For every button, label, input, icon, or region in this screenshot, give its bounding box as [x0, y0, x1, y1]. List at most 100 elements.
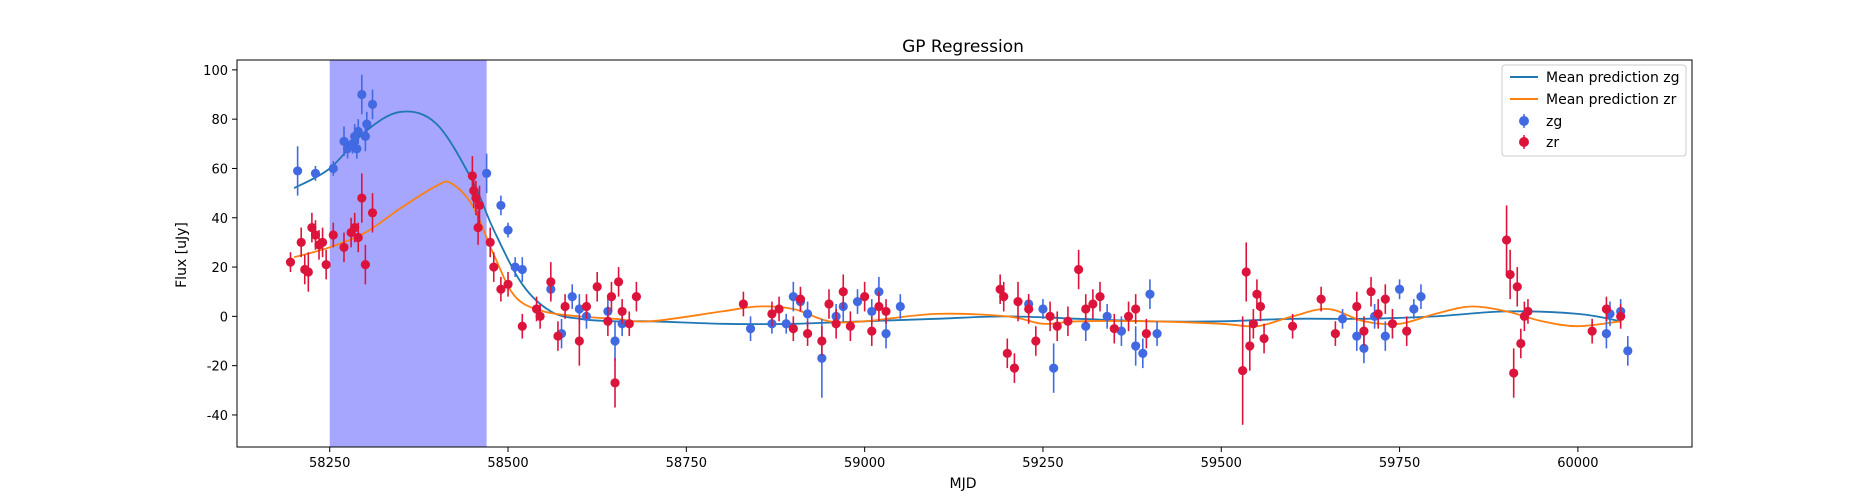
marker-zr [1501, 235, 1512, 245]
data-point-zg [1138, 338, 1148, 369]
marker-zg [1359, 343, 1369, 354]
data-point-zr [1074, 249, 1084, 290]
marker-zr [1252, 289, 1262, 299]
marker-zr [867, 326, 877, 336]
marker-zr [321, 259, 331, 270]
marker-zg [1138, 348, 1148, 358]
data-points-layer [285, 74, 1633, 425]
data-point-zr [1505, 249, 1515, 300]
marker-zg [1038, 304, 1048, 314]
data-point-zr [1002, 338, 1012, 369]
data-point-zr [831, 308, 841, 339]
marker-zr [1380, 294, 1390, 304]
data-point-zr [471, 180, 481, 216]
data-point-zr [474, 185, 485, 226]
y-tick-label: 100 [203, 64, 228, 79]
data-point-zg [1394, 279, 1405, 300]
marker-zr [738, 299, 748, 309]
data-point-zr [845, 311, 855, 342]
marker-zg [1081, 321, 1091, 331]
data-point-zr [339, 232, 349, 263]
data-point-zr [357, 173, 367, 223]
x-tick-label: 60000 [1557, 456, 1598, 471]
y-tick-label: 40 [211, 212, 228, 227]
data-point-zr [503, 271, 513, 297]
data-point-zg [496, 195, 506, 216]
data-point-zg [1131, 326, 1141, 366]
data-point-zr [1509, 348, 1519, 398]
data-point-zr [606, 281, 617, 312]
marker-zg [1116, 326, 1127, 336]
data-point-zr [1616, 304, 1626, 329]
data-point-zr [303, 252, 313, 292]
data-point-zr [613, 267, 624, 297]
data-point-zr [603, 306, 613, 337]
data-point-zr [1081, 294, 1091, 324]
marker-zr [603, 316, 613, 326]
data-point-zr [1013, 281, 1023, 322]
marker-zr [1141, 329, 1151, 339]
marker-zr [1352, 301, 1362, 312]
data-point-zr [592, 271, 602, 302]
marker-zg [867, 306, 877, 317]
data-point-zr [1402, 316, 1412, 346]
data-point-zr [999, 281, 1009, 312]
marker-zr [802, 329, 813, 339]
marker-zr [831, 319, 841, 329]
data-point-zg [367, 89, 378, 120]
marker-zr [310, 230, 321, 240]
marker-zr [1095, 292, 1105, 302]
data-point-zr [1330, 321, 1340, 346]
marker-zr [795, 294, 806, 304]
marker-zr [1587, 326, 1597, 336]
marker-zg [1049, 363, 1059, 373]
legend-label-mean-zr: Mean prediction zr [1546, 92, 1677, 108]
data-point-zr [485, 227, 495, 258]
data-point-zr [1255, 291, 1266, 322]
marker-zr [489, 262, 499, 272]
data-point-zr [1516, 328, 1526, 359]
data-point-zr [473, 210, 483, 245]
marker-zr [1245, 341, 1255, 351]
marker-zg [817, 353, 827, 363]
marker-zg [310, 168, 321, 178]
axis-ticks-layer: 58250 58500 58750 59000 59250 59500 59750 60000… [203, 64, 1598, 471]
marker-zr [307, 223, 317, 233]
data-point-zr [1259, 323, 1269, 354]
data-point-zr [817, 326, 827, 356]
marker-zg [328, 163, 338, 174]
data-point-zr [360, 244, 370, 285]
marker-zr [1373, 309, 1383, 319]
marker-zr [1109, 324, 1119, 334]
marker-zr [471, 193, 481, 203]
data-point-zr [1248, 308, 1258, 339]
data-point-zg [781, 313, 791, 334]
legend-label-zg: zg [1546, 114, 1562, 130]
marker-zr [774, 304, 784, 314]
legend-marker-zr [1519, 137, 1529, 147]
data-point-zr [1501, 205, 1512, 275]
data-point-zr [631, 281, 642, 312]
data-point-zr [1024, 294, 1034, 324]
data-point-zg [482, 153, 492, 194]
data-point-zg [1116, 316, 1127, 346]
y-tick-label: 80 [211, 113, 228, 128]
marker-zr [1402, 326, 1412, 336]
marker-zg [362, 119, 372, 129]
marker-zg [1409, 304, 1419, 314]
legend-marker-zg [1519, 116, 1529, 126]
data-point-zg [852, 289, 863, 314]
marker-zg [517, 264, 527, 275]
marker-zr [1123, 311, 1134, 321]
marker-zg [781, 319, 791, 329]
data-point-zg [517, 257, 527, 282]
data-point-zr [1387, 308, 1398, 339]
marker-zg [503, 225, 513, 235]
data-point-zg [1038, 299, 1048, 319]
data-point-zg [1416, 284, 1426, 309]
marker-zg [352, 144, 362, 154]
marker-zg [1394, 284, 1405, 294]
data-point-zg [567, 284, 577, 309]
data-point-zr [353, 222, 363, 253]
